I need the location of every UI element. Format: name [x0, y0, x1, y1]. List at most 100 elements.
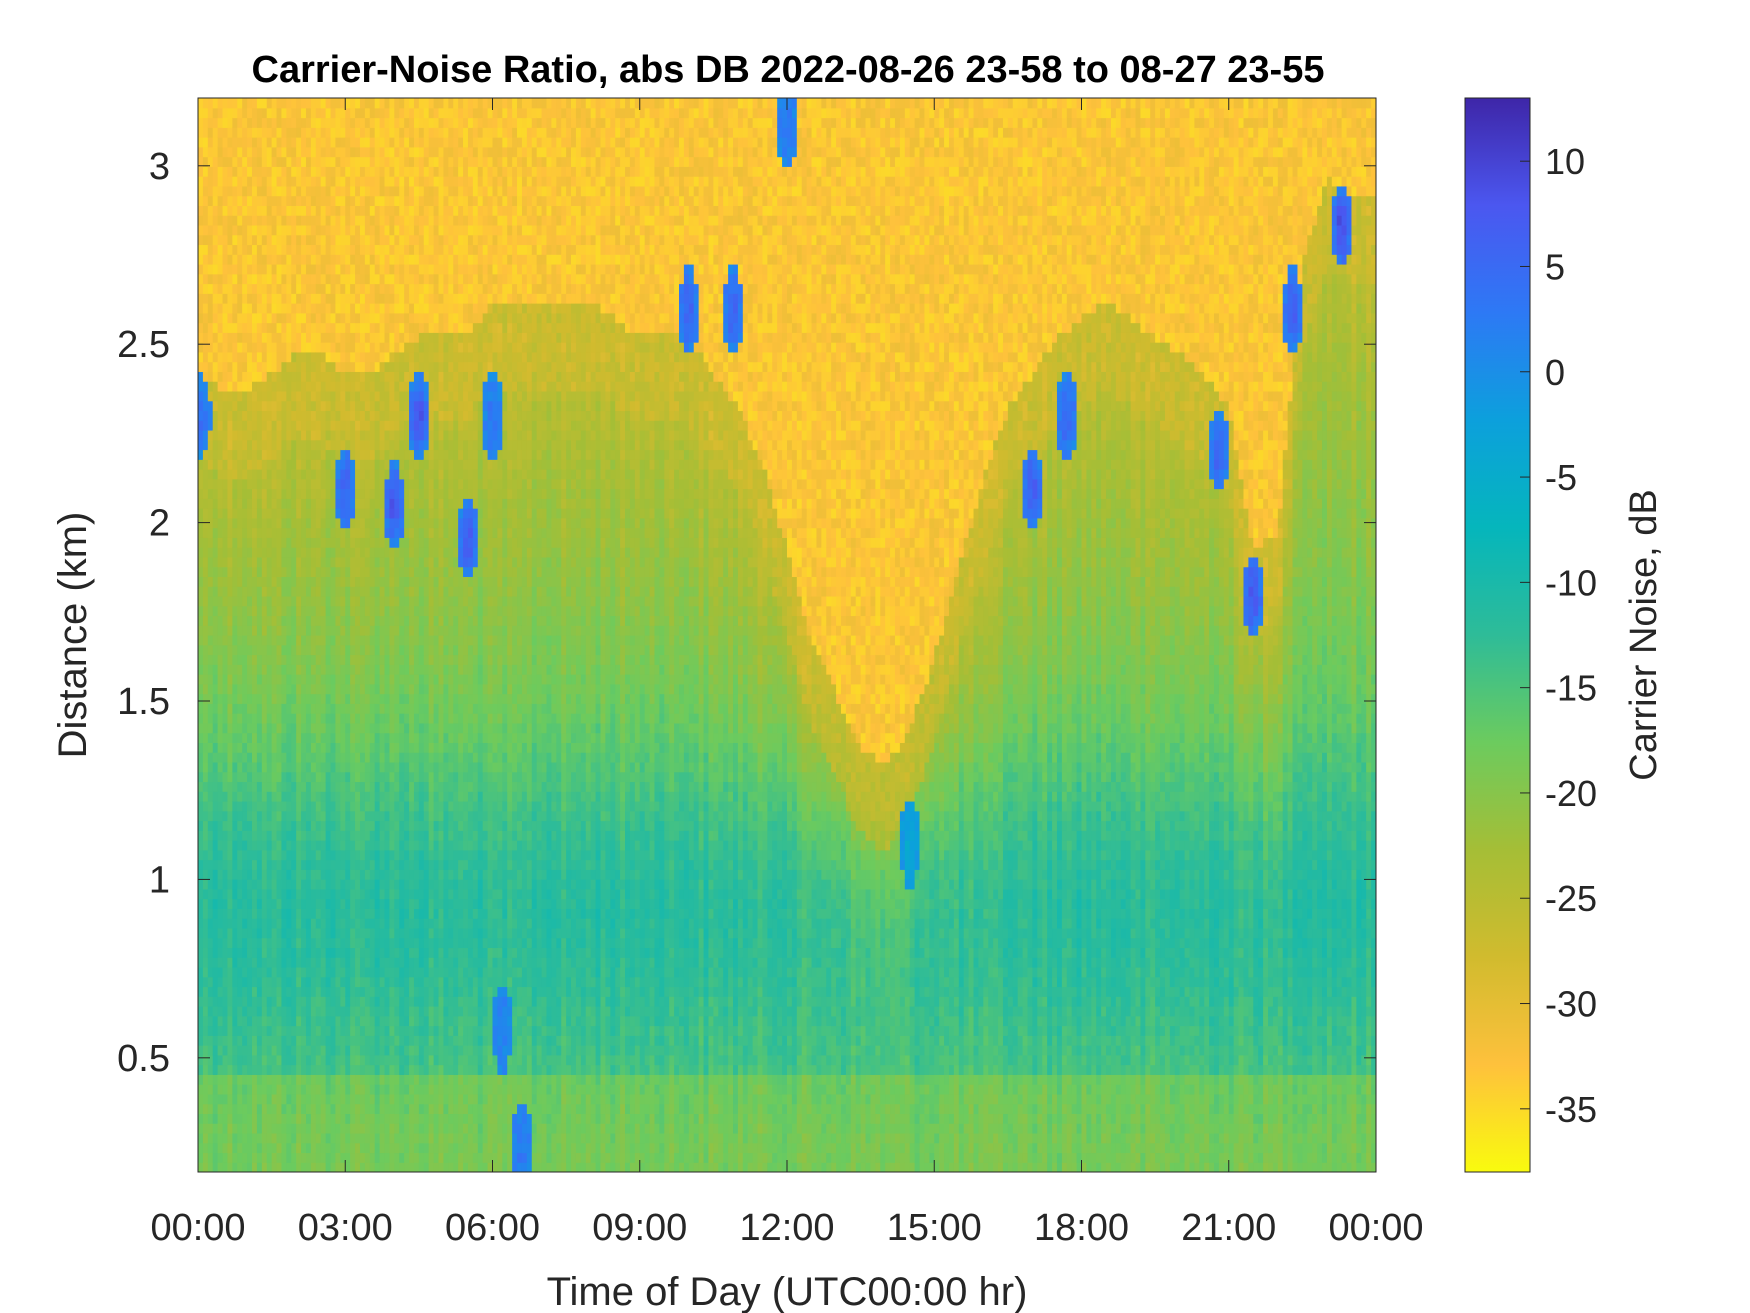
heatmap-cell — [237, 722, 243, 734]
heatmap-cell — [389, 498, 395, 509]
heatmap-cell — [276, 469, 283, 480]
heatmap-cell — [374, 1103, 381, 1115]
heatmap-cell — [232, 898, 238, 909]
heatmap-cell — [379, 244, 386, 255]
heatmap-cell — [276, 986, 283, 997]
heatmap-cell — [256, 234, 263, 246]
heatmap-cell — [276, 224, 283, 236]
heatmap-cell — [340, 478, 346, 490]
heatmap-cell — [232, 752, 238, 763]
heatmap-cell — [247, 508, 253, 519]
heatmap-cell — [212, 254, 219, 265]
heatmap-cell — [212, 879, 219, 890]
heatmap-cell — [340, 957, 346, 968]
heatmap-cell — [384, 498, 391, 509]
heatmap-cell — [340, 927, 346, 939]
heatmap-cell — [296, 654, 302, 665]
heatmap-cell — [325, 137, 332, 148]
heatmap-cell — [359, 849, 366, 861]
heatmap-cell — [340, 1162, 346, 1172]
heatmap-cell — [340, 1045, 346, 1056]
heatmap-cell — [305, 400, 312, 412]
heatmap-cell — [350, 498, 356, 509]
heatmap-cell — [237, 674, 243, 685]
heatmap-cell — [286, 293, 292, 304]
heatmap-cell — [379, 459, 386, 470]
heatmap-cell — [379, 957, 386, 968]
heatmap-cell — [340, 654, 346, 665]
heatmap-cell — [320, 771, 327, 783]
heatmap-cell — [418, 742, 425, 753]
heatmap-cell — [374, 527, 381, 538]
heatmap-cell — [315, 361, 322, 372]
heatmap-cell — [379, 547, 386, 558]
heatmap-cell — [305, 244, 312, 255]
heatmap-cell — [271, 127, 278, 138]
heatmap-cell — [369, 1006, 376, 1017]
heatmap-cell — [198, 1142, 204, 1154]
heatmap-cell — [315, 996, 322, 1007]
heatmap-cell — [232, 635, 238, 646]
heatmap-cell — [237, 615, 243, 626]
heatmap-cell — [399, 927, 405, 939]
heatmap-cell — [350, 781, 356, 792]
heatmap-cell — [276, 303, 283, 314]
heatmap-cell — [379, 381, 386, 392]
heatmap-cell — [355, 791, 361, 802]
heatmap-cell — [374, 966, 381, 978]
heatmap-cell — [291, 586, 297, 597]
heatmap-cell — [286, 312, 292, 324]
heatmap-cell — [242, 1074, 248, 1085]
heatmap-cell — [355, 986, 361, 997]
heatmap-cell — [266, 410, 273, 421]
heatmap-cell — [301, 488, 307, 499]
heatmap-cell — [266, 654, 273, 665]
heatmap-cell — [291, 117, 297, 128]
heatmap-cell — [355, 830, 361, 841]
heatmap-cell — [340, 810, 346, 822]
heatmap-cell — [237, 283, 243, 294]
heatmap-cell — [305, 137, 312, 148]
heatmap-cell — [247, 156, 253, 167]
heatmap-cell — [217, 283, 224, 294]
heatmap-cell — [247, 488, 253, 499]
heatmap-cell — [232, 381, 238, 392]
heatmap-cell — [399, 1123, 405, 1134]
heatmap-cell — [247, 927, 253, 939]
heatmap-cell — [261, 713, 268, 724]
heatmap-cell — [305, 683, 312, 695]
heatmap-cell — [301, 1006, 307, 1017]
heatmap-cell — [409, 547, 415, 558]
heatmap-cell — [350, 1162, 356, 1172]
heatmap-cell — [413, 342, 420, 353]
heatmap-cell — [335, 224, 341, 236]
heatmap-cell — [399, 459, 405, 470]
heatmap-cell — [310, 371, 317, 382]
heatmap-cell — [345, 898, 351, 909]
heatmap-cell — [271, 322, 278, 333]
heatmap-cell — [335, 322, 341, 333]
heatmap-cell — [364, 898, 371, 909]
heatmap-cell — [296, 908, 302, 919]
heatmap-cell — [330, 713, 337, 724]
heatmap-cell — [413, 244, 420, 255]
heatmap-cell — [399, 791, 405, 802]
heatmap-cell — [320, 742, 327, 753]
heatmap-cell — [399, 996, 405, 1007]
heatmap-cell — [271, 517, 278, 529]
heatmap-cell — [227, 1015, 233, 1027]
heatmap-cell — [202, 195, 209, 206]
heatmap-cell — [413, 830, 420, 841]
heatmap-cell — [251, 254, 258, 265]
heatmap-cell — [227, 361, 233, 372]
heatmap-cell — [315, 527, 322, 538]
heatmap-cell — [305, 859, 312, 870]
heatmap-cell — [222, 644, 229, 656]
heatmap-cell — [409, 556, 415, 568]
heatmap-cell — [291, 1093, 297, 1105]
heatmap-cell — [251, 840, 258, 851]
heatmap-cell — [266, 508, 273, 519]
heatmap-cell — [198, 742, 204, 753]
heatmap-cell — [394, 459, 400, 470]
heatmap-cell — [409, 498, 415, 509]
